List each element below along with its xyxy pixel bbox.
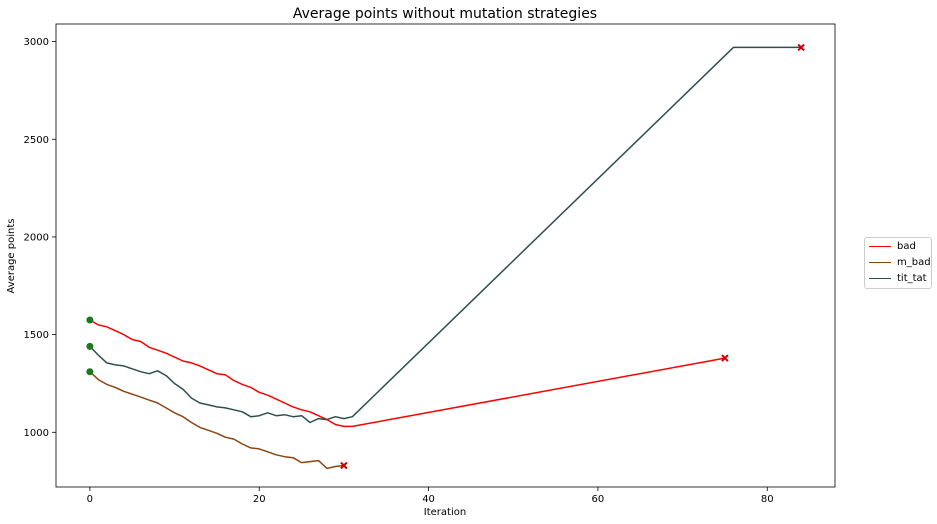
start-marker-bad bbox=[86, 316, 94, 324]
x-tick-label: 0 bbox=[87, 494, 93, 505]
series-line-m-bad bbox=[89, 371, 344, 470]
legend-swatch-bad bbox=[869, 245, 891, 247]
x-tick-label: 40 bbox=[422, 494, 435, 505]
x-axis-label: Iteration bbox=[424, 507, 466, 518]
y-axis-label: Average points bbox=[6, 219, 17, 294]
y-tick-label: 1000 bbox=[24, 428, 49, 439]
plot-frame bbox=[55, 23, 836, 488]
legend-swatch-tit-tat bbox=[869, 277, 891, 279]
start-marker-tit-tat bbox=[86, 342, 94, 350]
series-line-bad bbox=[89, 319, 726, 428]
end-marker-bad bbox=[721, 354, 729, 362]
y-tick-label: 3000 bbox=[24, 37, 49, 48]
chart-title: Average points without mutation strategi… bbox=[293, 6, 597, 22]
legend-item-m-bad: m_bad bbox=[869, 255, 931, 269]
end-marker-m-bad bbox=[340, 461, 348, 470]
end-marker-stroke bbox=[721, 354, 729, 362]
x-tick-label: 20 bbox=[253, 494, 266, 505]
x-tick-label: 80 bbox=[761, 494, 774, 505]
legend-label-m-bad: m_bad bbox=[897, 256, 931, 268]
start-marker-m-bad bbox=[86, 368, 94, 376]
end-marker-tit-tat bbox=[797, 43, 805, 52]
series-line-tit-tat bbox=[89, 46, 802, 424]
chart-legend: bad m_bad tit_tat bbox=[864, 237, 932, 289]
legend-swatch-m-bad bbox=[869, 261, 891, 263]
legend-label-bad: bad bbox=[897, 240, 916, 252]
legend-label-tit-tat: tit_tat bbox=[897, 272, 927, 284]
y-tick-label: 2500 bbox=[24, 135, 49, 146]
y-tick-label: 2000 bbox=[24, 232, 49, 243]
legend-item-bad: bad bbox=[869, 239, 916, 253]
y-tick-label: 1500 bbox=[24, 330, 49, 341]
end-marker-stroke bbox=[797, 43, 805, 52]
x-tick-label: 60 bbox=[592, 494, 605, 505]
end-marker-stroke bbox=[340, 461, 348, 470]
legend-item-tit-tat: tit_tat bbox=[869, 271, 927, 285]
